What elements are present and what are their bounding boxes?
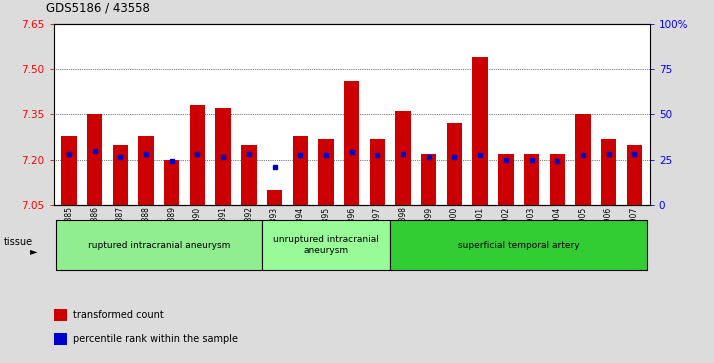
- Bar: [54, 333, 66, 345]
- Bar: [113, 144, 128, 205]
- Bar: [241, 144, 256, 205]
- Bar: [575, 114, 590, 205]
- Bar: [61, 135, 76, 205]
- Bar: [164, 160, 179, 205]
- Bar: [601, 139, 616, 205]
- Bar: [87, 114, 102, 205]
- Bar: [498, 154, 513, 205]
- Bar: [54, 309, 66, 321]
- Bar: [318, 139, 333, 205]
- Bar: [370, 139, 385, 205]
- Text: GDS5186 / 43558: GDS5186 / 43558: [46, 1, 150, 15]
- Bar: [627, 144, 642, 205]
- Bar: [56, 220, 262, 270]
- Bar: [344, 81, 359, 205]
- Bar: [396, 111, 411, 205]
- Bar: [190, 105, 205, 205]
- Text: ruptured intracranial aneurysm: ruptured intracranial aneurysm: [88, 241, 230, 249]
- Bar: [293, 135, 308, 205]
- Bar: [216, 108, 231, 205]
- Text: ►: ►: [30, 246, 38, 256]
- Bar: [262, 220, 390, 270]
- Bar: [267, 190, 282, 205]
- Text: unruptured intracranial
aneurysm: unruptured intracranial aneurysm: [273, 235, 379, 255]
- Text: superficial temporal artery: superficial temporal artery: [458, 241, 580, 249]
- Text: transformed count: transformed count: [73, 310, 164, 320]
- Bar: [550, 154, 565, 205]
- Bar: [421, 154, 436, 205]
- Text: percentile rank within the sample: percentile rank within the sample: [73, 334, 238, 344]
- Text: tissue: tissue: [4, 237, 33, 248]
- Bar: [139, 135, 154, 205]
- Bar: [447, 123, 462, 205]
- Bar: [390, 220, 647, 270]
- Bar: [524, 154, 539, 205]
- Bar: [473, 57, 488, 205]
